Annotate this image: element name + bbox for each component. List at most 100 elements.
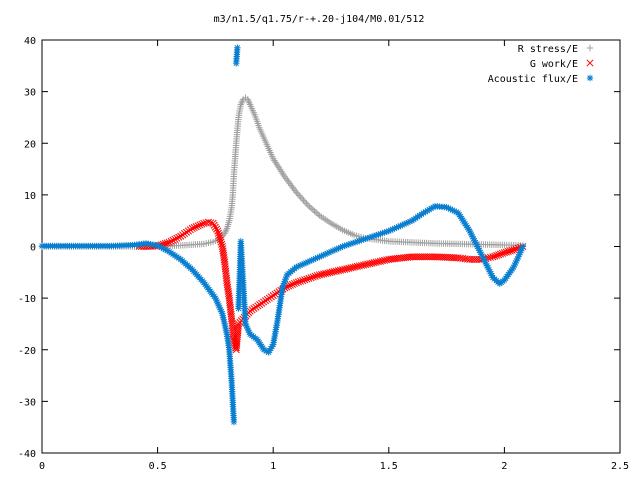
data-point [163,239,171,247]
data-point [315,271,323,279]
chart-title: m3/n1.5/q1.75/r-+.20-j104/M0.01/512 [214,14,425,25]
data-point [216,234,224,242]
legend-marker [586,44,594,52]
data-point [263,347,270,355]
data-point [294,190,301,198]
data-point [217,238,225,246]
legend-label: R stress/E [518,44,578,55]
legend: R stress/E G work/E Acoustic flux/E [488,44,594,85]
data-point [362,261,370,269]
data-point [173,234,181,242]
data-point [519,243,527,250]
data-point [303,275,311,283]
data-point [306,203,313,210]
data-point [320,270,328,278]
data-point [194,222,202,230]
data-point [290,279,298,288]
data-point [322,269,330,278]
data-point [353,262,361,270]
y-tick-label: -10 [18,294,36,305]
data-point [502,248,510,256]
y-tick-label: -20 [18,346,36,357]
data-point [347,264,355,272]
data-point [491,252,499,260]
data-point [311,207,318,215]
data-point [309,206,317,213]
y-tick-label: -30 [18,397,36,408]
data-point [314,210,321,218]
data-point [234,44,241,51]
data-point [381,256,389,264]
data-point [486,253,495,261]
legend-symbol [586,59,594,67]
y-tick-label: -40 [18,449,36,460]
x-tick-label: 0 [39,461,45,472]
x-tick-label: 2.5 [611,461,629,472]
data-point [198,220,206,228]
x-tick-label: 0.5 [149,461,167,472]
data-point [376,257,384,265]
x-tick-label: 2 [501,461,507,472]
data-point [165,238,173,246]
legend-label: Acoustic flux/E [488,74,578,85]
data-point [305,274,313,282]
data-point [288,280,297,288]
data-point [192,223,200,231]
data-point [372,258,380,266]
data-point [510,246,518,254]
data-point [222,226,230,234]
data-point [303,200,310,207]
legend-symbol [586,44,594,52]
data-point [299,276,307,285]
data-point [307,204,315,212]
data-point [296,192,303,199]
data-point [374,258,382,266]
data-point [238,99,245,107]
data-point [300,197,307,204]
data-point [311,272,319,280]
data-point [230,418,238,426]
legend-marker [586,59,594,67]
data-point [190,224,198,232]
data-point [171,235,179,243]
data-point [286,281,295,289]
data-point [188,224,196,232]
data-point [213,225,221,233]
data-point [313,272,321,280]
data-point [345,264,353,272]
data-point [330,268,338,276]
data-point [357,261,366,270]
data-point [214,227,222,235]
series-acoustic-flux-e [38,44,527,426]
data-point [246,99,253,107]
data-point [234,322,242,330]
data-point [493,251,501,260]
axes: 0 0.5 1 1.5 2 2.5 40 30 20 10 0 -10 -20 -30 -40 [18,36,629,472]
data-point [169,236,177,244]
data-point [216,236,224,244]
data-point [292,279,300,287]
y-tick-label: 20 [24,139,36,150]
data-point [209,219,217,227]
data-point [341,265,349,273]
data-point [293,189,300,196]
data-point [343,265,351,273]
legend-symbol [586,74,594,82]
data-point [495,251,503,259]
y-tick-label: 0 [30,243,36,254]
series-g-work-e [135,218,527,354]
data-point [175,233,183,241]
data-point [498,249,507,257]
data-point [366,260,374,268]
data-point [500,249,508,257]
data-point [214,229,222,237]
data-point [351,263,359,271]
data-point [304,202,312,209]
data-point [215,231,223,239]
data-point [378,257,387,265]
data-point [324,269,332,277]
series-r-stress-e [38,94,527,250]
data-point [496,250,505,258]
data-point [506,247,514,255]
